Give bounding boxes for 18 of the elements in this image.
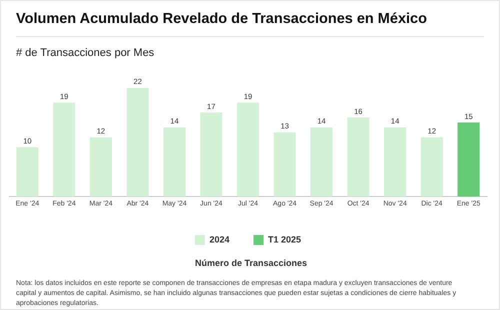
legend-label: T1 2025	[268, 234, 302, 244]
bar	[236, 102, 260, 197]
bar	[347, 117, 370, 197]
bar	[384, 127, 406, 197]
bar	[420, 137, 443, 197]
bar	[274, 132, 296, 197]
chart-title: Volumen Acumulado Revelado de Transacciones en México	[16, 11, 427, 27]
bar	[126, 88, 149, 197]
chart-subtitle: # de Transacciones por Mes	[16, 47, 154, 59]
bar	[90, 137, 112, 197]
bar	[16, 147, 38, 197]
legend-label: 2024	[209, 234, 230, 244]
bar	[200, 112, 222, 197]
bar	[53, 102, 76, 197]
bar	[310, 127, 333, 197]
bar	[163, 127, 186, 197]
legend-title: Número de Transacciones	[194, 258, 308, 268]
bar	[458, 122, 480, 197]
